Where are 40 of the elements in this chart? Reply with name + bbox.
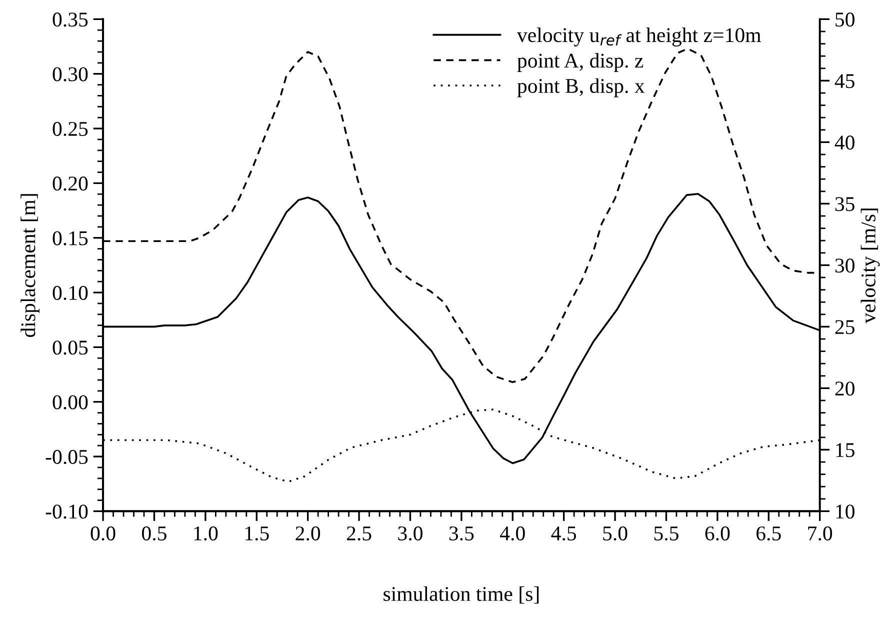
y2-tick-label: 15 — [836, 443, 854, 458]
x-tick-label: 0.5 — [142, 526, 166, 541]
y-tick-label: -0.05 — [46, 450, 88, 464]
legend-label: point B, disp. x — [517, 78, 645, 98]
x-tick-label: 5.0 — [603, 526, 628, 541]
y2-tick-label: 35 — [835, 197, 854, 212]
x-tick-label: 3.0 — [398, 526, 422, 541]
x-tick-label: 0.0 — [90, 526, 116, 541]
x-tick-label: 6.0 — [705, 526, 730, 541]
y-tick-label: -0.10 — [46, 504, 88, 519]
y2-axis-title: velocity [m/s] — [860, 208, 880, 324]
y-tick-label: 0.25 — [52, 122, 88, 136]
y2-tick-label: 25 — [835, 320, 854, 334]
y2-tick-label: 50 — [836, 12, 854, 27]
x-tick-label: 4.5 — [551, 526, 576, 541]
x-tick-label: 5.5 — [654, 526, 678, 541]
x-tick-label: 1.0 — [194, 526, 218, 541]
x-tick-label: 4.0 — [500, 526, 525, 541]
y-tick-label: 0.30 — [52, 67, 88, 82]
y-tick-label: 0.00 — [52, 395, 88, 410]
y-tick-label: 0.20 — [52, 176, 88, 191]
x-axis-title: simulation time [s] — [384, 586, 539, 604]
legend-label: velocity u$_{ref}$ at height z=10m — [516, 28, 761, 46]
y2-tick-label: 45 — [834, 74, 854, 88]
y-tick-label: 0.10 — [52, 286, 88, 300]
y2-tick-label: 10 — [836, 504, 854, 519]
y2-tick-label: 20 — [835, 382, 854, 396]
y-tick-label: 0.35 — [52, 12, 88, 27]
x-tick-label: 7.0 — [808, 526, 832, 541]
y2-tick-label: 40 — [834, 136, 854, 150]
x-tick-label: 2.5 — [346, 526, 372, 541]
x-tick-label: 6.5 — [756, 526, 781, 541]
y-tick-label: 0.15 — [52, 231, 88, 246]
x-tick-label: 1.5 — [245, 526, 269, 541]
x-tick-label: 3.5 — [449, 526, 474, 541]
y-tick-label: 0.05 — [52, 340, 88, 355]
legend-label: point A, disp. z — [517, 53, 644, 72]
y-axis-title: displacement [m] — [20, 194, 40, 338]
y2-tick-label: 30 — [835, 258, 854, 273]
x-tick-label: 2.0 — [296, 526, 320, 541]
